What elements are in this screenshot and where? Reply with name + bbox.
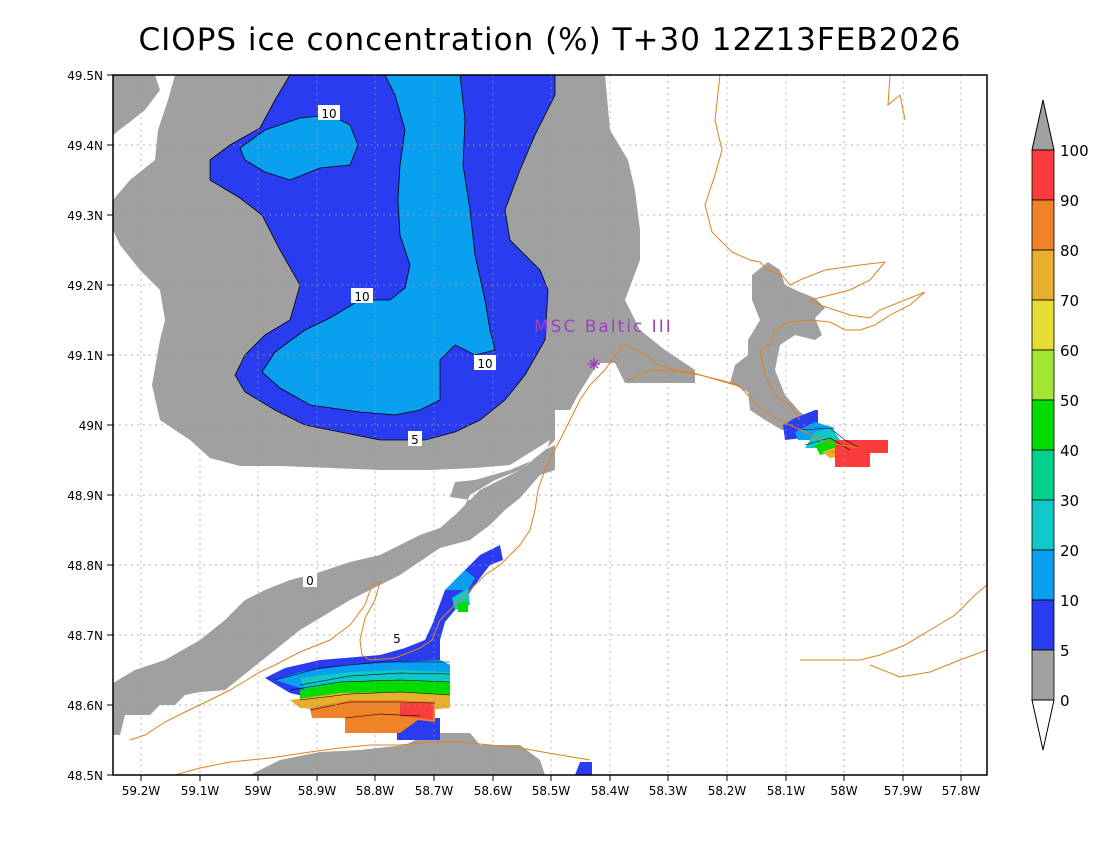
lat-tick-label: 48.6N <box>67 699 103 713</box>
colorbar-label: 90 <box>1060 192 1079 210</box>
station-marker: MSC Baltic III <box>534 317 673 370</box>
colorbar-swatch <box>1031 249 1055 301</box>
colorbar-swatch <box>1031 299 1055 351</box>
colorbar-label: 0 <box>1060 692 1070 710</box>
colorbar: 100 90 80 70 60 50 40 30 20 10 5 0 <box>1031 99 1089 751</box>
contour-labels: 10 10 10 5 0 5 <box>303 105 496 646</box>
map-title: CIOPS ice concentration (%) T+30 12Z13FE… <box>138 22 962 58</box>
colorbar-swatch <box>1031 399 1055 451</box>
colorbar-label: 60 <box>1060 342 1079 360</box>
ice-region-80-90 <box>310 445 862 733</box>
colorbar-swatch <box>1031 499 1055 551</box>
lon-tick-label: 57.9W <box>884 784 923 798</box>
contour-label: 10 <box>477 357 492 371</box>
lon-tick-label: 59W <box>244 784 271 798</box>
colorbar-top-arrow <box>1031 99 1055 151</box>
lon-tick-label: 59.1W <box>181 784 220 798</box>
contour-label: 10 <box>354 290 369 304</box>
colorbar-swatch <box>1031 649 1055 701</box>
lat-tick-label: 49.4N <box>67 139 103 153</box>
lon-tick-label: 58.4W <box>591 784 630 798</box>
lon-tick-label: 58.6W <box>474 784 513 798</box>
colorbar-swatch <box>1031 549 1055 601</box>
colorbar-label: 50 <box>1060 392 1079 410</box>
colorbar-swatch <box>1031 349 1055 401</box>
station-cross-icon <box>588 358 600 370</box>
lon-tick-label: 59.2W <box>122 784 161 798</box>
contour-label: 5 <box>411 433 419 447</box>
ice-region-10-20 <box>240 75 835 692</box>
axis-ticks <box>107 74 962 781</box>
coastline <box>174 741 591 775</box>
lat-tick-label: 49.2N <box>67 279 103 293</box>
colorbar-swatch <box>1031 599 1055 651</box>
coastline <box>627 369 736 386</box>
contour-line <box>239 114 359 181</box>
coastline <box>887 75 906 121</box>
lat-tick-label: 48.9N <box>67 489 103 503</box>
lat-tick-label: 49.3N <box>67 209 103 223</box>
colorbar-label: 30 <box>1060 492 1079 510</box>
lat-tick-label: 48.8N <box>67 559 103 573</box>
coastline <box>129 344 861 741</box>
lon-tick-label: 58.5W <box>532 784 571 798</box>
lat-tick-label: 48.7N <box>67 629 103 643</box>
coastline <box>800 584 987 661</box>
coastline <box>869 649 987 678</box>
lat-tick-label: 49.1N <box>67 349 103 363</box>
contour-label: 10 <box>321 107 336 121</box>
contour-line <box>261 75 496 416</box>
lat-axis: 49.5N 49.4N 49.3N 49.2N 49.1N 49N 48.9N … <box>67 69 103 783</box>
contour-label: 0 <box>306 574 314 588</box>
colorbar-swatch <box>1031 449 1055 501</box>
colorbar-label: 20 <box>1060 542 1079 560</box>
contour-label: 5 <box>393 632 401 646</box>
lon-tick-label: 58.1W <box>767 784 806 798</box>
colorbar-label: 10 <box>1060 592 1079 610</box>
grid-lines <box>113 75 987 775</box>
colorbar-swatch <box>1031 149 1055 201</box>
lat-tick-label: 49N <box>79 419 103 433</box>
colorbar-label: 5 <box>1060 642 1070 660</box>
colorbar-swatch <box>1031 199 1055 251</box>
lon-tick-label: 58.2W <box>708 784 747 798</box>
coastline <box>704 75 926 421</box>
lat-tick-label: 48.5N <box>67 769 103 783</box>
lon-tick-label: 58W <box>830 784 857 798</box>
colorbar-label: 100 <box>1060 142 1089 160</box>
lon-tick-label: 58.7W <box>415 784 454 798</box>
colorbar-label: 40 <box>1060 442 1079 460</box>
lon-tick-label: 57.8W <box>942 784 981 798</box>
colorbar-label: 80 <box>1060 242 1079 260</box>
lon-tick-label: 58.8W <box>356 784 395 798</box>
ice-region-5-10 <box>210 75 818 775</box>
colorbar-label: 70 <box>1060 292 1079 310</box>
colorbar-bottom-arrow <box>1031 699 1055 751</box>
lat-tick-label: 49.5N <box>67 69 103 83</box>
lon-tick-label: 58.3W <box>649 784 688 798</box>
lon-axis: 59.2W 59.1W 59W 58.9W 58.8W 58.7W 58.6W … <box>122 784 981 798</box>
lon-tick-label: 58.9W <box>298 784 337 798</box>
station-label: MSC Baltic III <box>534 317 673 337</box>
